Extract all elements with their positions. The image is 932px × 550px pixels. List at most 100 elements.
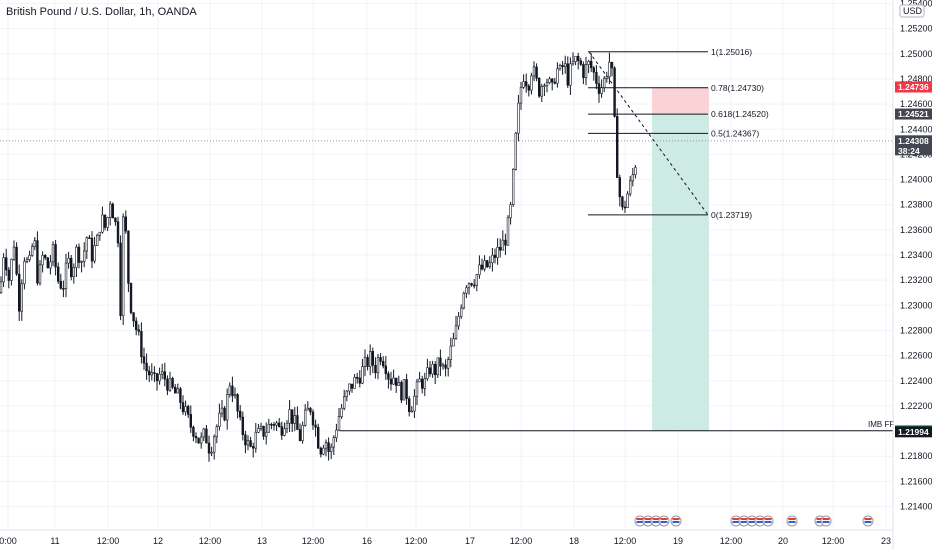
candle-body bbox=[309, 407, 312, 413]
candle-body bbox=[491, 254, 494, 264]
candle-body bbox=[392, 377, 395, 385]
economic-event-icon[interactable] bbox=[738, 515, 750, 527]
countdown-label: 38:24 bbox=[898, 146, 920, 156]
take-profit-zone[interactable] bbox=[652, 114, 709, 431]
candle-body bbox=[436, 357, 439, 376]
candle-body bbox=[25, 259, 29, 262]
candle-body bbox=[231, 385, 234, 397]
candle-body bbox=[426, 367, 429, 379]
economic-event-icon[interactable] bbox=[670, 515, 682, 527]
candle-body bbox=[623, 206, 627, 209]
candle-body bbox=[530, 75, 533, 91]
candle-body bbox=[410, 410, 413, 413]
candle-body bbox=[83, 250, 86, 262]
candle-body bbox=[470, 283, 473, 286]
candle-body bbox=[153, 372, 156, 374]
y-tick-label: 1.25200 bbox=[900, 24, 932, 34]
candle-body bbox=[187, 406, 190, 415]
candle-body bbox=[303, 409, 307, 426]
candle-body bbox=[106, 217, 109, 228]
x-tick-label: 12:00 bbox=[510, 536, 533, 546]
candle-body bbox=[535, 66, 538, 79]
candle-body bbox=[444, 364, 447, 369]
candle-body bbox=[166, 378, 169, 391]
candle-body bbox=[114, 217, 117, 222]
candle-body bbox=[569, 63, 572, 86]
candle-body bbox=[566, 63, 570, 86]
candle-body bbox=[405, 379, 408, 399]
economic-event-icon[interactable] bbox=[762, 515, 774, 527]
event-icons[interactable] bbox=[634, 515, 874, 527]
candle-body bbox=[179, 388, 182, 403]
candle-body bbox=[423, 378, 426, 389]
x-tick-label: 18 bbox=[569, 536, 579, 546]
currency-box[interactable] bbox=[899, 4, 925, 18]
stop-loss-zone[interactable] bbox=[652, 86, 709, 115]
candle-body bbox=[264, 431, 268, 437]
x-tick-label: 12 bbox=[153, 536, 163, 546]
economic-event-icon[interactable] bbox=[862, 515, 874, 527]
candle-body bbox=[335, 429, 338, 439]
candle-body bbox=[184, 406, 187, 413]
candle-body bbox=[584, 64, 588, 78]
candle-body bbox=[75, 246, 78, 268]
candle-body bbox=[228, 385, 231, 395]
economic-event-icon[interactable] bbox=[658, 515, 670, 527]
price-badge-text: 1.24308 bbox=[898, 136, 929, 146]
candle-body bbox=[485, 260, 489, 268]
economic-event-icon[interactable] bbox=[786, 515, 798, 527]
candle-body bbox=[483, 260, 486, 270]
candle-body bbox=[327, 442, 330, 452]
economic-event-icon[interactable] bbox=[730, 515, 742, 527]
candle-body bbox=[418, 378, 421, 383]
candle-body bbox=[124, 216, 128, 232]
candle-body bbox=[579, 60, 583, 65]
candle-body bbox=[249, 440, 252, 447]
candle-body bbox=[400, 382, 403, 401]
candle-body bbox=[493, 254, 497, 258]
candle-body bbox=[394, 377, 398, 386]
candle-body bbox=[363, 357, 367, 368]
fib-trend-line[interactable] bbox=[588, 51, 709, 216]
candle-body bbox=[532, 66, 536, 77]
economic-event-icon[interactable] bbox=[820, 515, 832, 527]
candle-body bbox=[132, 312, 135, 322]
candle-body bbox=[239, 410, 242, 418]
candle-body bbox=[527, 85, 531, 91]
candle-body bbox=[70, 257, 73, 278]
candle-body bbox=[368, 351, 372, 367]
candle-body bbox=[101, 214, 104, 233]
candle-body bbox=[311, 411, 315, 426]
y-tick-label: 1.21600 bbox=[900, 476, 932, 486]
candle-body bbox=[563, 63, 567, 68]
candle-body bbox=[210, 451, 213, 454]
candle-body bbox=[171, 378, 174, 388]
candle-body bbox=[592, 67, 596, 73]
y-tick-label: 1.25400 bbox=[900, 0, 932, 9]
candle-body bbox=[226, 394, 229, 421]
candle-body bbox=[77, 246, 81, 263]
candle-body bbox=[298, 429, 302, 441]
candle-body bbox=[319, 447, 322, 455]
candles-layer bbox=[0, 52, 637, 462]
candle-body bbox=[119, 242, 122, 316]
price-badge bbox=[895, 108, 932, 120]
candle-body bbox=[498, 246, 502, 251]
y-tick-label: 1.21800 bbox=[900, 451, 932, 461]
candle-body bbox=[262, 425, 265, 437]
candle-body bbox=[98, 231, 102, 236]
candle-body bbox=[615, 116, 619, 178]
candle-body bbox=[610, 61, 614, 69]
candle-body bbox=[384, 365, 387, 374]
annotation-lines[interactable]: IMB FF 1(1.25016) 0.78(1.24730) 0.618(1.245… bbox=[0, 47, 894, 432]
candle-body bbox=[415, 381, 419, 397]
candle-body bbox=[509, 204, 512, 219]
candle-body bbox=[514, 132, 518, 170]
price-badge bbox=[895, 81, 932, 93]
position-zones[interactable] bbox=[652, 86, 709, 431]
candle-body bbox=[197, 437, 200, 444]
candle-body bbox=[379, 357, 382, 362]
